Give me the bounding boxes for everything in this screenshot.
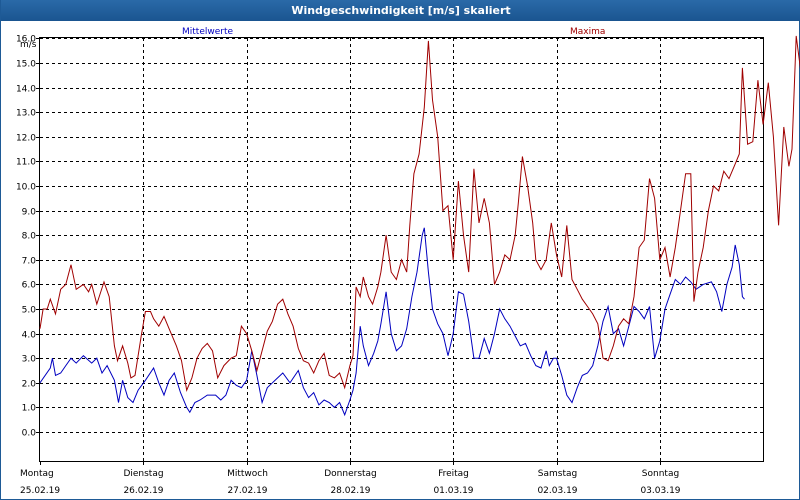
- x-weekday-label: Montag: [20, 469, 54, 479]
- x-axis: Montag 25.02.19 Dienstag 26.02.19 Mittwoch 27…: [20, 461, 681, 496]
- y-tick-label: 7.0: [22, 257, 37, 267]
- x-weekday-label: Samstag: [538, 469, 577, 479]
- x-date-label: 27.02.19: [227, 486, 267, 496]
- y-tick-label: 3.0: [22, 355, 37, 365]
- x-weekday-label: Freitag: [438, 469, 469, 479]
- y-tick-label: 4.0: [22, 331, 37, 341]
- x-date-label: 26.02.19: [123, 486, 163, 496]
- grid: [40, 38, 763, 461]
- y-tick-label: 5.0: [22, 306, 37, 316]
- x-date-label: 25.02.19: [20, 486, 60, 496]
- y-tick-label: 8.0: [22, 232, 37, 242]
- y-tick-label: 1.0: [22, 404, 37, 414]
- y-tick-label: 2.0: [22, 380, 37, 390]
- y-tick-label: 16.0: [16, 35, 36, 45]
- y-tick-label: 10.0: [16, 183, 36, 193]
- y-axis: 0.0 1.0 2.0 3.0 4.0 5.0 6.0 7.0 8.0 9.0 10.0 11.0 12…: [16, 35, 40, 439]
- x-weekday-label: Dienstag: [123, 469, 163, 479]
- legend-maxima: Maxima: [570, 27, 605, 37]
- x-date-label: 01.03.19: [433, 486, 473, 496]
- y-axis-unit: m/s: [20, 40, 37, 50]
- y-tick-label: 11.0: [16, 158, 36, 168]
- y-tick-label: 0.0: [22, 429, 37, 439]
- x-weekday-label: Mittwoch: [227, 469, 268, 479]
- x-date-label: 02.03.19: [537, 486, 577, 496]
- x-date-label: 28.02.19: [330, 486, 370, 496]
- y-tick-label: 12.0: [16, 134, 36, 144]
- y-tick-label: 14.0: [16, 85, 36, 95]
- x-weekday-label: Sonntag: [642, 469, 679, 479]
- series-line-mittelwerte: [39, 227, 745, 417]
- legend-mittelwerte: Mittelwerte: [182, 27, 233, 37]
- y-tick-label: 6.0: [22, 281, 37, 291]
- series-line-maxima: [39, 35, 800, 392]
- window-title: Windgeschwindigkeit [m/s] skaliert: [1, 0, 800, 21]
- y-tick-label: 13.0: [16, 109, 36, 119]
- x-date-label: 03.03.19: [640, 486, 680, 496]
- series-lines: [39, 35, 800, 417]
- plot-frame: [39, 37, 764, 462]
- y-tick-label: 15.0: [16, 60, 36, 70]
- y-tick-label: 9.0: [22, 208, 37, 218]
- x-weekday-label: Donnerstag: [324, 469, 377, 479]
